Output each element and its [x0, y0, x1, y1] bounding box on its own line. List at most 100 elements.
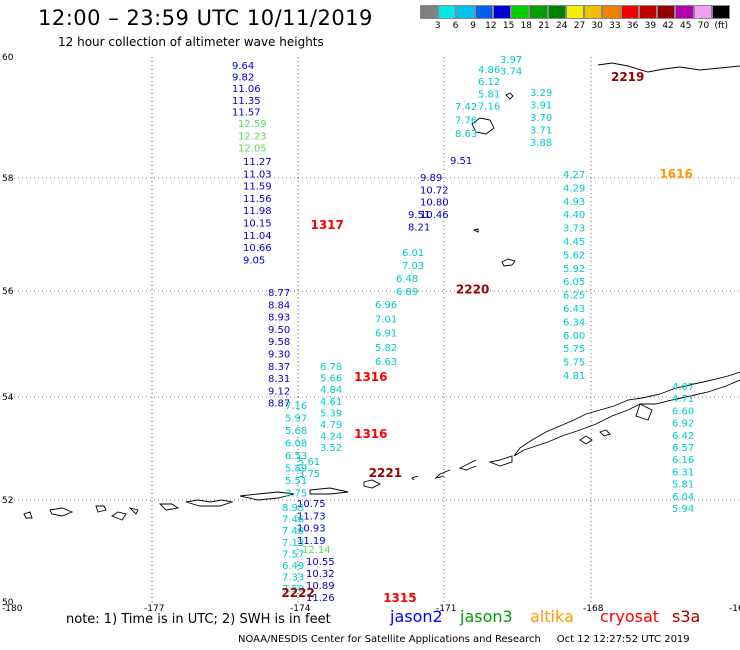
wave-height-label: 11.06 [232, 84, 261, 95]
wave-height-label: 11.27 [243, 157, 272, 168]
colorbar-swatch [711, 5, 730, 19]
colorbar-tick-label: 18 [520, 21, 533, 31]
wave-height-label: 7.33 [282, 573, 304, 584]
wave-height-label: 4.61 [320, 397, 342, 408]
satellite-legend-cryosat: cryosat [600, 607, 660, 626]
wave-height-label: 7.01 [375, 314, 397, 325]
wave-height-label: 11.98 [243, 206, 272, 217]
wave-height-label: 10.75 [297, 499, 326, 510]
wave-height-label: 6.43 [563, 304, 585, 315]
colorbar-swatches [420, 5, 730, 19]
st-matthew-island [505, 92, 514, 100]
colorbar-swatch [657, 5, 676, 19]
wave-height-label: 5.75 [563, 358, 585, 369]
wave-height-label: 5.94 [672, 504, 694, 515]
wave-height-label: 10.46 [420, 210, 449, 221]
colorbar-tick-label: 36 [626, 21, 639, 31]
colorbar-tick-label: 39 [644, 21, 657, 31]
colorbar-unit: (ft) [714, 21, 728, 31]
colorbar-swatch [638, 5, 658, 19]
wave-height-label: 4.29 [563, 183, 585, 194]
kodiak-island [635, 403, 653, 421]
wave-height-label: 9.64 [232, 61, 254, 72]
wave-height-label: 7.57 [282, 549, 304, 560]
alaska-mainland-coast [597, 62, 740, 73]
longitude-label: -171 [436, 604, 456, 614]
colorbar-swatch [602, 5, 621, 19]
wave-height-label: 7.42 [455, 102, 477, 113]
wave-height-label: 12.23 [238, 131, 267, 142]
satellite-legend-jason3: jason3 [460, 607, 513, 626]
wave-height-label: 6.60 [672, 406, 694, 417]
wave-height-label: 5.39 [320, 408, 342, 419]
colorbar-swatch [693, 5, 712, 19]
colorbar-tick-label: 3 [434, 21, 441, 31]
wave-height-label: 3.75 [285, 489, 307, 500]
wave-height-label: 6.05 [563, 277, 585, 288]
wave-height-label: 6.31 [672, 467, 694, 478]
andreanof-islands [239, 487, 349, 501]
colorbar-tick-label: 30 [591, 21, 603, 31]
wave-height-label: 11.73 [297, 511, 326, 522]
wave-height-label: 6.92 [672, 419, 694, 430]
wave-height-label: 10.89 [306, 581, 335, 592]
wave-height-label: 5.75 [563, 344, 585, 355]
wave-height-label: 6.16 [672, 455, 694, 466]
wave-height-label: 3.88 [530, 138, 552, 149]
graticule [10, 57, 740, 602]
wave-height-label: 9.50 [268, 325, 290, 336]
wave-height-label: 6.49 [282, 561, 304, 572]
satellite-legend-jason2: jason2 [390, 607, 443, 626]
map-frame [10, 57, 740, 602]
wave-height-label: 9.30 [268, 350, 290, 361]
colorbar-swatch [529, 5, 548, 19]
wave-height-label: 10.80 [420, 198, 449, 209]
wave-height-label: 4.07 [672, 382, 694, 393]
wave-height-label: 6.25 [563, 291, 585, 302]
wave-height-label: 9.05 [243, 255, 265, 266]
wave-height-label: 3.74 [500, 67, 522, 78]
wave-height-label: 8.37 [268, 362, 290, 373]
wave-height-label: 8.84 [268, 300, 290, 311]
colorbar-tick-label: 15 [502, 21, 515, 31]
alaska-peninsula [513, 371, 740, 457]
wave-height-label: 7.40 [282, 526, 304, 537]
shumagin-islands [579, 429, 611, 445]
unimak-island [488, 455, 513, 467]
wave-height-label: 3.73 [563, 224, 585, 235]
wave-height-label: 6.53 [285, 451, 307, 462]
wave-height-label: 3.75 [298, 469, 320, 480]
wave-height-label: 5.61 [298, 457, 320, 468]
latitude-label: 52 [2, 496, 13, 506]
longitude-label: -174 [290, 604, 311, 614]
islands-of-four-mountains [363, 479, 382, 489]
wave-height-label: 5.51 [285, 476, 307, 487]
pass-time-label: 2222 [281, 586, 314, 600]
colorbar-tick-label: 6 [452, 21, 459, 31]
latitude-label: 60 [2, 53, 14, 63]
colorbar-labels: 3 6 9 12 15 18 21 24 27 30 33 36 39 42 45 70 (ft) [420, 21, 730, 31]
wave-height-label: 5.81 [478, 89, 500, 100]
pass-time-label: 2221 [369, 466, 402, 480]
colorbar-tick-label: 9 [470, 21, 477, 31]
st-paul-island [501, 258, 516, 267]
wave-height-label: 5.82 [375, 343, 397, 354]
wave-height-label: 11.19 [297, 536, 326, 547]
wave-height-label: 3.29 [530, 88, 552, 99]
wave-height-label: 5.62 [563, 250, 585, 261]
wave-height-label: 11.04 [243, 231, 272, 242]
wave-height-label: 9.58 [268, 337, 290, 348]
wave-height-label: 3.70 [530, 113, 552, 124]
wave-height-label: 6.91 [375, 329, 397, 340]
latitude-label: 50 [2, 598, 14, 608]
wave-height-label: 8.21 [408, 222, 430, 233]
wave-height-label: 4.71 [672, 394, 694, 405]
axis-labels: -180 -177 -174 -171 -168 -16 60 58 56 54 52 50 [2, 53, 740, 614]
wave-height-label: 3.97 [500, 55, 522, 66]
wave-height-label: 6.89 [396, 287, 418, 298]
wave-height-label: 6.96 [375, 300, 397, 311]
colorbar-swatch [675, 5, 694, 19]
colorbar-swatch [565, 5, 585, 19]
latitude-label: 54 [2, 393, 14, 403]
